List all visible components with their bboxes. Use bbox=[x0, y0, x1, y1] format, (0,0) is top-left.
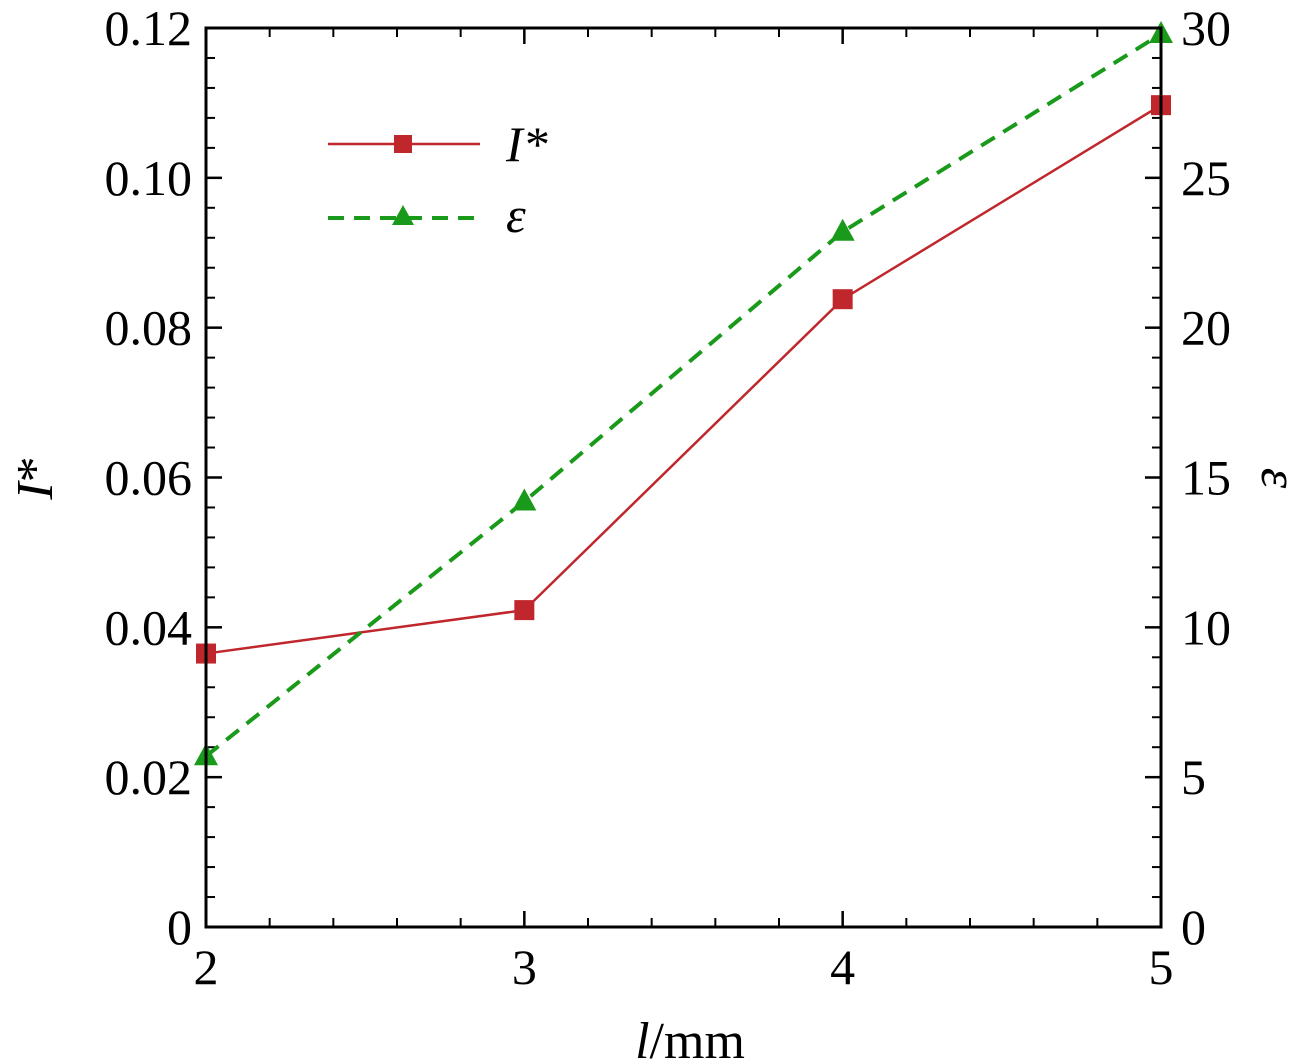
data-point-epsilon bbox=[830, 218, 855, 241]
x-axis-title: l/mm bbox=[635, 1013, 745, 1062]
major-ticks bbox=[204, 26, 1163, 929]
x-tick-label: 3 bbox=[512, 939, 537, 995]
legend-marker-i-star bbox=[394, 135, 412, 153]
series-line-epsilon bbox=[204, 32, 1163, 758]
series-line-i-star bbox=[205, 104, 1162, 655]
x-axis-title-unit: /mm bbox=[650, 1013, 745, 1062]
y-right-tick-label: 30 bbox=[1181, 0, 1231, 56]
y-left-tick-label: 0.12 bbox=[105, 0, 193, 56]
y-right-tick-label: 5 bbox=[1181, 749, 1206, 805]
legend-label-epsilon: ε bbox=[506, 187, 526, 243]
y-left-tick-label: 0.02 bbox=[105, 749, 193, 805]
y-left-axis-title: I* bbox=[7, 456, 64, 500]
y-right-tick-label: 10 bbox=[1181, 599, 1231, 655]
x-tick-label: 4 bbox=[830, 939, 855, 995]
minor-ticks bbox=[206, 28, 1161, 927]
data-point-i-star bbox=[514, 600, 535, 621]
y-left-axis-title-italic: I bbox=[7, 480, 64, 501]
legend-label-i-star: I* bbox=[505, 116, 548, 172]
y-left-tick-label: 0.04 bbox=[105, 599, 193, 655]
x-tick-label: 2 bbox=[194, 939, 219, 995]
y-right-tick-label: 20 bbox=[1181, 300, 1231, 356]
data-point-i-star bbox=[832, 289, 853, 310]
y-left-tick-label: 0.06 bbox=[105, 450, 193, 506]
x-tick-label: 5 bbox=[1149, 939, 1174, 995]
plot-frame bbox=[204, 26, 1163, 929]
y-right-axis-title: ε bbox=[1250, 468, 1307, 489]
legend: I* ε bbox=[328, 116, 548, 243]
y-left-tick-label: 0.08 bbox=[105, 300, 193, 356]
y-left-tick-label: 0 bbox=[167, 899, 192, 955]
data-point-epsilon bbox=[512, 488, 537, 511]
series-layer bbox=[194, 20, 1173, 766]
y-right-tick-label: 15 bbox=[1181, 450, 1231, 506]
y-left-axis-title-suffix: * bbox=[7, 456, 64, 482]
legend-marker-epsilon bbox=[392, 205, 414, 225]
y-right-tick-label: 25 bbox=[1181, 150, 1231, 206]
y-right-tick-label: 0 bbox=[1181, 899, 1206, 955]
x-axis-title-italic: l bbox=[635, 1013, 649, 1062]
y-left-tick-label: 0.10 bbox=[105, 150, 193, 206]
tick-labels: 2 3 4 500.020.040.060.080.100.1205101520253… bbox=[105, 0, 1232, 995]
